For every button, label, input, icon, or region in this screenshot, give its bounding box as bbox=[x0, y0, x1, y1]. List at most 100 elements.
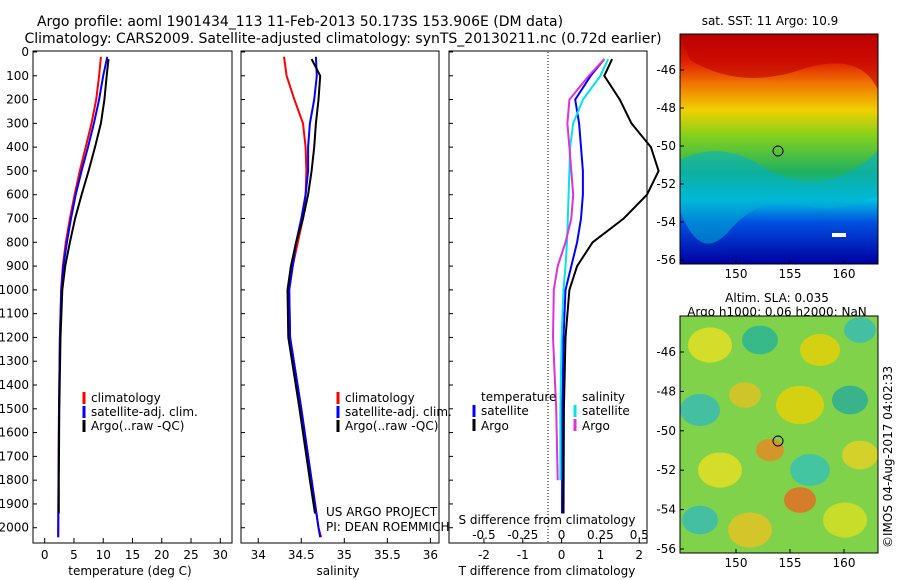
series-line-argo-raw-qc- bbox=[57, 58, 110, 514]
sst-map-title: sat. SST: 11 Argo: 10.9 bbox=[702, 14, 839, 28]
legend-label-satellite: satellite-adj. clim. bbox=[91, 405, 198, 419]
lat-tick-label: -52 bbox=[656, 177, 676, 191]
sla-anomaly-blob bbox=[729, 382, 761, 408]
x-tick-label: 0 bbox=[558, 548, 566, 562]
sla-anomaly-blob bbox=[688, 327, 732, 363]
depth-tick-label: 1700 bbox=[0, 449, 29, 463]
legend-label-argo: Argo(..raw -QC) bbox=[91, 419, 184, 433]
sla-map-frame bbox=[679, 315, 879, 554]
depth-axis: 0 100 200 300 400 500 600 700 800 900 1000 1100 1200… bbox=[0, 45, 453, 535]
sla-anomaly-blob bbox=[823, 502, 867, 538]
x-tick-label: 0 bbox=[41, 548, 49, 562]
depth-tick-label: 2000 bbox=[0, 521, 29, 535]
legend-title-temperature: temperature bbox=[481, 390, 556, 404]
x-tick-label: 10 bbox=[96, 548, 111, 562]
depth-tick-label: 1800 bbox=[0, 473, 29, 487]
sla-map-title1: Altim. SLA: 0.035 bbox=[725, 291, 829, 305]
salinity-legend: climatology satellite-adj. clim. Argo(..… bbox=[336, 391, 452, 433]
sla-anomaly-blob bbox=[800, 334, 840, 366]
x-tick-label: 25 bbox=[183, 548, 198, 562]
s-tick-label: 0 bbox=[558, 528, 566, 542]
sla-anomaly-blob bbox=[742, 325, 778, 355]
sla-anomaly-blob bbox=[680, 394, 720, 426]
depth-tick-label: 700 bbox=[6, 212, 29, 226]
difference-panel bbox=[448, 50, 648, 544]
footer-credit: ©IMOS 04-Aug-2017 04:02:33 bbox=[881, 366, 895, 548]
salinity-xlabel: salinity bbox=[316, 564, 359, 578]
depth-tick-label: 1100 bbox=[0, 307, 29, 321]
x-tick-label: 30 bbox=[213, 548, 228, 562]
lon-tick-label: 155 bbox=[779, 267, 802, 281]
x-tick-label: -2 bbox=[478, 548, 490, 562]
salinity-profiles bbox=[283, 56, 323, 538]
lon-tick-label: 150 bbox=[725, 556, 748, 570]
depth-tick-label: 500 bbox=[6, 164, 29, 178]
lat-tick-label: -50 bbox=[656, 424, 676, 438]
depth-tick-label: 400 bbox=[6, 140, 29, 154]
sla-map-axes: -46 -48 -50 -52 -54 -56 150 155 160 bbox=[656, 345, 855, 570]
s-tick-label: 0.25 bbox=[587, 528, 614, 542]
difference-profiles bbox=[551, 58, 660, 514]
legend-label-climatology: climatology bbox=[345, 391, 415, 405]
lat-tick-label: -52 bbox=[656, 463, 676, 477]
x-tick-label: -1 bbox=[517, 548, 529, 562]
depth-tick-label: 100 bbox=[6, 69, 29, 83]
depth-tick-label: 200 bbox=[6, 93, 29, 107]
sst-float-marker bbox=[772, 145, 784, 157]
lon-tick-label: 155 bbox=[779, 556, 802, 570]
depth-tick-label: 0 bbox=[21, 45, 29, 59]
s-difference-ticks: -0.5 -0.25 0 0.25 0.5 bbox=[472, 528, 649, 542]
salinity-x-axis: 34 34.5 35 35.5 36 bbox=[251, 538, 438, 562]
lat-tick-label: -46 bbox=[656, 345, 676, 359]
depth-tick-label: 1600 bbox=[0, 426, 29, 440]
sst-map-frame bbox=[679, 33, 879, 265]
legend-label-satellite: satellite-adj. clim. bbox=[345, 405, 452, 419]
sla-float-marker bbox=[772, 435, 784, 447]
x-tick-label: 5 bbox=[70, 548, 78, 562]
x-tick-label: 36 bbox=[423, 548, 438, 562]
lat-tick-label: -54 bbox=[656, 503, 676, 517]
s-difference-label: S difference from climatology bbox=[459, 513, 636, 527]
title-line1: Argo profile: aoml 1901434_113 11-Feb-20… bbox=[37, 14, 563, 30]
title-line2: Climatology: CARS2009. Satellite-adjuste… bbox=[24, 31, 661, 47]
sla-anomaly-blob bbox=[832, 385, 868, 415]
difference-legend: temperature salinity satellite Argo sate… bbox=[472, 390, 630, 433]
sla-anomaly-blob bbox=[842, 440, 878, 470]
legend-label-s-argo: Argo bbox=[582, 419, 610, 433]
legend-label-argo: Argo(..raw -QC) bbox=[345, 419, 438, 433]
x-tick-label: 35.5 bbox=[374, 548, 401, 562]
series-line-climatology bbox=[57, 56, 102, 538]
series-line-salinity-satellite bbox=[559, 58, 610, 481]
legend-title-salinity: salinity bbox=[582, 390, 625, 404]
series-line-temperature-argo bbox=[562, 58, 660, 514]
sla-anomaly-blob bbox=[790, 454, 830, 486]
lon-tick-label: 150 bbox=[725, 267, 748, 281]
sla-anomaly-blob bbox=[844, 317, 876, 343]
legend-label-t-argo: Argo bbox=[481, 419, 509, 433]
difference-xlabel: T difference from climatology bbox=[458, 564, 636, 578]
lat-tick-label: -48 bbox=[656, 384, 676, 398]
depth-tick-label: 1300 bbox=[0, 354, 29, 368]
temperature-legend: climatology satellite-adj. clim. Argo(..… bbox=[82, 391, 198, 433]
x-tick-label: 34.5 bbox=[288, 548, 315, 562]
x-tick-label: 2 bbox=[635, 548, 643, 562]
series-line-salinity-argo bbox=[551, 58, 606, 481]
sla-anomaly-blob bbox=[682, 505, 718, 535]
temperature-profiles bbox=[57, 56, 110, 538]
sla-anomalies bbox=[680, 317, 878, 548]
x-tick-label: 15 bbox=[125, 548, 140, 562]
sst-map bbox=[680, 34, 878, 264]
lat-tick-label: -56 bbox=[656, 542, 676, 556]
depth-tick-label: 1900 bbox=[0, 497, 29, 511]
sla-anomaly-blob bbox=[756, 438, 784, 462]
series-line-argo-raw-qc- bbox=[286, 58, 322, 514]
credit-project: US ARGO PROJECT bbox=[326, 505, 438, 519]
lat-tick-label: -46 bbox=[656, 63, 676, 77]
lat-tick-label: -54 bbox=[656, 215, 676, 229]
sla-anomaly-blob bbox=[776, 385, 824, 425]
sla-anomaly-blob bbox=[784, 487, 816, 513]
sla-anomaly-blob bbox=[728, 512, 772, 548]
depth-tick-label: 900 bbox=[6, 259, 29, 273]
x-tick-label: 35 bbox=[337, 548, 352, 562]
